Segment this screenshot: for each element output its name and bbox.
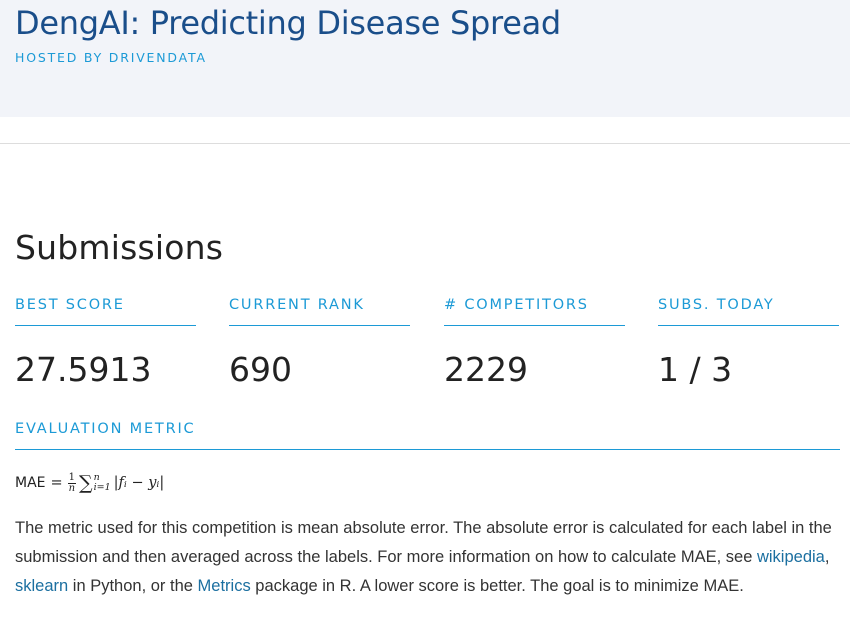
metric-description: The metric used for this competition is … — [15, 514, 845, 601]
divider — [0, 143, 850, 144]
fraction-numerator: 1 — [67, 471, 77, 484]
mae-formula: MAE = 1 n ∑ n i=1 |fᵢ − yᵢ| — [15, 472, 164, 494]
sklearn-link[interactable]: sklearn — [15, 577, 69, 595]
stat-label: SUBS. TODAY — [658, 297, 839, 326]
stat-value: 1 / 3 — [658, 350, 733, 389]
description-text: in Python, or the — [68, 577, 198, 595]
sum-lower: i=1 — [93, 482, 111, 493]
sum-upper: n — [93, 472, 100, 483]
stat-best-score: BEST SCORE 27.5913 — [15, 297, 196, 389]
description-separator: , — [824, 548, 830, 566]
sum-limits: n i=1 — [94, 473, 111, 493]
stat-value: 2229 — [444, 350, 528, 389]
stat-label: CURRENT RANK — [229, 297, 410, 326]
formula-lhs: MAE — [15, 475, 46, 491]
stat-current-rank: CURRENT RANK 690 — [229, 297, 410, 389]
sum-symbol: ∑ — [79, 472, 93, 494]
formula-fraction: 1 n — [67, 471, 77, 494]
description-text: package in R. A lower score is better. T… — [250, 577, 744, 595]
competition-header: DengAI: Predicting Disease Spread HOSTED… — [0, 0, 850, 117]
stat-label: # COMPETITORS — [444, 297, 625, 326]
stat-value: 690 — [229, 350, 292, 389]
metrics-package-link[interactable]: Metrics — [197, 577, 251, 595]
stat-label: BEST SCORE — [15, 297, 196, 326]
fraction-denominator: n — [68, 482, 76, 494]
formula-equals: = — [50, 475, 63, 491]
host-label: HOSTED BY DRIVENDATA — [15, 50, 207, 65]
description-text: The metric used for this competition is … — [15, 519, 832, 566]
page-title: Submissions — [15, 228, 224, 267]
stat-competitors: # COMPETITORS 2229 — [444, 297, 625, 389]
evaluation-metric-label: EVALUATION METRIC — [15, 421, 840, 450]
formula-body: |fᵢ − yᵢ| — [113, 475, 165, 491]
stat-subs-today: SUBS. TODAY 1 / 3 — [658, 297, 839, 389]
stat-value: 27.5913 — [15, 350, 152, 389]
wikipedia-link[interactable]: wikipedia — [756, 548, 825, 566]
competition-title: DengAI: Predicting Disease Spread — [15, 4, 561, 42]
